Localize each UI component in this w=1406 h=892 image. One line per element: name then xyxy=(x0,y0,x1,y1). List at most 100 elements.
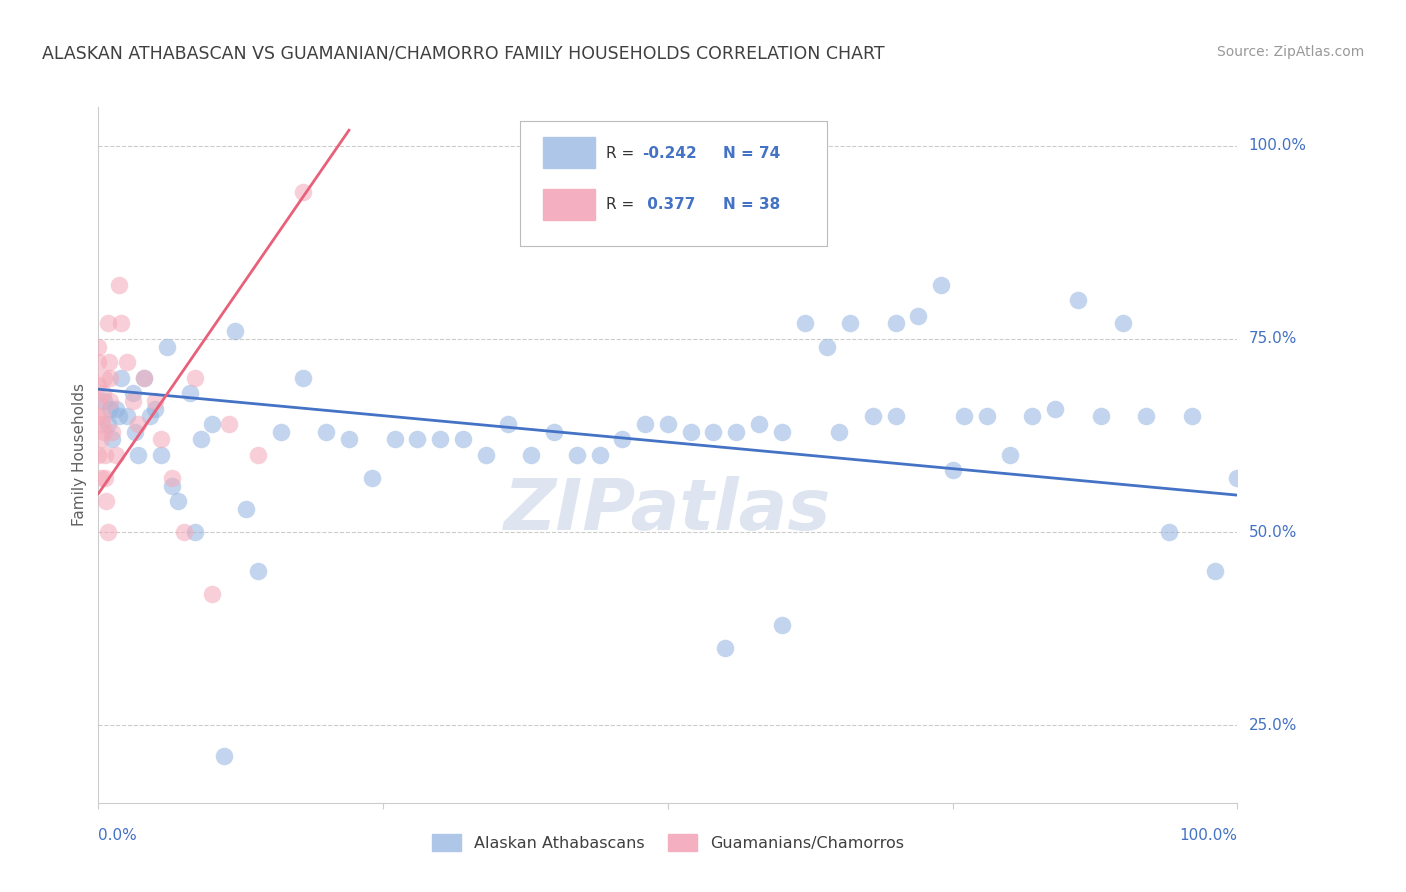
Point xyxy=(94,448,117,462)
Point xyxy=(862,409,884,424)
Point xyxy=(115,409,138,424)
Point xyxy=(224,324,246,338)
Point xyxy=(101,425,124,439)
Point xyxy=(246,564,269,578)
FancyBboxPatch shape xyxy=(520,121,827,246)
Point xyxy=(976,409,998,424)
Point xyxy=(929,277,952,292)
Point xyxy=(657,417,679,431)
Point xyxy=(337,433,360,447)
Point xyxy=(179,386,201,401)
Point xyxy=(884,317,907,331)
Point xyxy=(121,386,143,401)
Point xyxy=(110,317,132,331)
Point xyxy=(235,502,257,516)
Text: N = 38: N = 38 xyxy=(723,197,780,212)
Point xyxy=(714,641,737,656)
Point xyxy=(184,370,207,384)
Point xyxy=(1181,409,1204,424)
Point xyxy=(98,370,121,384)
Text: R =: R = xyxy=(606,197,640,212)
Point xyxy=(1157,525,1180,540)
Point xyxy=(679,425,702,439)
Point xyxy=(246,448,269,462)
Point xyxy=(156,340,179,354)
Point xyxy=(98,393,121,408)
Point xyxy=(167,494,190,508)
Point xyxy=(907,309,929,323)
Legend: Alaskan Athabascans, Guamanians/Chamorros: Alaskan Athabascans, Guamanians/Chamorro… xyxy=(426,828,910,857)
Point xyxy=(91,386,114,401)
Point xyxy=(201,587,224,601)
Point xyxy=(1112,317,1135,331)
Point xyxy=(384,433,406,447)
Point xyxy=(96,525,118,540)
FancyBboxPatch shape xyxy=(543,137,595,168)
Point xyxy=(748,417,770,431)
Point xyxy=(94,471,117,485)
Point xyxy=(190,433,212,447)
Point xyxy=(90,433,112,447)
Point xyxy=(1204,564,1226,578)
Point xyxy=(91,409,114,424)
Point xyxy=(150,448,173,462)
Point xyxy=(145,393,167,408)
Y-axis label: Family Households: Family Households xyxy=(72,384,87,526)
Point xyxy=(90,417,112,431)
Point xyxy=(1090,409,1112,424)
Point xyxy=(201,417,224,431)
Point xyxy=(725,425,748,439)
Point xyxy=(770,618,793,632)
Point xyxy=(942,463,965,477)
Point xyxy=(315,425,337,439)
Point xyxy=(184,525,207,540)
Point xyxy=(121,393,143,408)
Point xyxy=(90,471,112,485)
Point xyxy=(828,425,851,439)
Text: R =: R = xyxy=(606,146,640,161)
Point xyxy=(884,409,907,424)
Point xyxy=(998,448,1021,462)
Point xyxy=(127,417,149,431)
Text: -0.242: -0.242 xyxy=(641,146,696,161)
Point xyxy=(108,409,131,424)
Point xyxy=(815,340,838,354)
Text: 100.0%: 100.0% xyxy=(1249,138,1306,153)
Point xyxy=(634,417,657,431)
Point xyxy=(498,417,520,431)
Point xyxy=(93,425,115,439)
Point xyxy=(474,448,496,462)
Point xyxy=(793,317,815,331)
Point xyxy=(132,370,155,384)
Point xyxy=(212,749,235,764)
Point xyxy=(612,433,634,447)
Point xyxy=(150,433,173,447)
Point xyxy=(104,448,127,462)
Point xyxy=(173,525,195,540)
Text: 25.0%: 25.0% xyxy=(1249,718,1296,733)
Point xyxy=(87,355,110,369)
Point xyxy=(953,409,976,424)
Point xyxy=(101,433,124,447)
Point xyxy=(138,409,160,424)
Point xyxy=(115,355,138,369)
Point xyxy=(87,409,110,424)
Point xyxy=(87,448,110,462)
Point xyxy=(588,448,610,462)
Point xyxy=(96,317,118,331)
Point xyxy=(97,355,120,369)
Point xyxy=(1135,409,1157,424)
Point xyxy=(124,425,146,439)
Point xyxy=(218,417,240,431)
Point xyxy=(292,185,315,199)
Text: 50.0%: 50.0% xyxy=(1249,524,1296,540)
Point xyxy=(93,370,115,384)
Point xyxy=(162,479,184,493)
Point xyxy=(87,378,110,392)
Point xyxy=(429,433,451,447)
Point xyxy=(702,425,724,439)
Point xyxy=(270,425,292,439)
FancyBboxPatch shape xyxy=(543,189,595,219)
Text: 0.377: 0.377 xyxy=(641,197,695,212)
Point xyxy=(839,317,862,331)
